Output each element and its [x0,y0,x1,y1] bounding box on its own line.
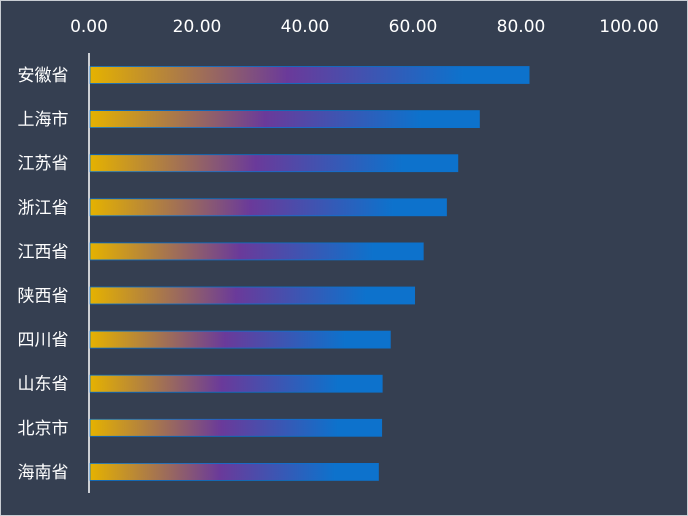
category-label: 江苏省 [18,154,69,174]
category-label: 北京市 [18,419,69,439]
bar [89,418,383,437]
x-tick-label: 20.00 [173,17,222,37]
x-tick-label: 100.00 [599,17,658,37]
category-label: 浙江省 [18,198,69,218]
bar [89,286,416,305]
bar [89,154,459,173]
bar [89,374,383,393]
x-tick-label: 60.00 [389,17,438,37]
x-tick-label: 80.00 [497,17,546,37]
bar [89,66,530,84]
category-label: 陕西省 [18,287,69,307]
bar [89,330,391,349]
category-label: 四川省 [18,331,69,351]
category-label: 山东省 [18,375,69,395]
category-label: 上海市 [18,110,69,130]
bar [89,242,424,261]
x-tick-label: 0.00 [70,17,108,37]
bar-series [89,66,530,481]
x-tick-label: 40.00 [281,17,330,37]
x-axis-ticks: 0.00 20.00 40.00 60.00 80.00 100.00 [70,17,659,37]
category-label: 海南省 [18,463,69,483]
bar [89,198,447,217]
category-label: 江西省 [18,242,69,262]
category-label: 安徽省 [18,66,69,86]
bar [89,110,480,128]
bar [89,462,379,481]
